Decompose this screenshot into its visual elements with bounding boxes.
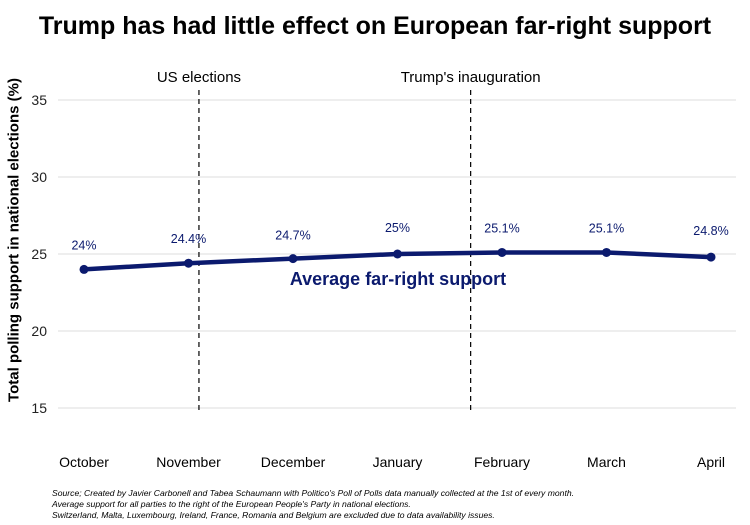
source-footnote: Source; Created by Javier Carbonell and … bbox=[52, 488, 574, 520]
chart-title: Trump has had little effect on European … bbox=[38, 12, 712, 40]
data-label: 25.1% bbox=[484, 221, 519, 235]
data-point bbox=[393, 249, 402, 259]
data-point bbox=[706, 252, 716, 262]
annotation-label-2: Trump's inauguration bbox=[401, 69, 541, 86]
data-label: 24.7% bbox=[275, 229, 310, 243]
y-tick-label: 20 bbox=[31, 323, 47, 339]
footnote-line-3: Switzerland, Malta, Luxembourg, Ireland,… bbox=[52, 509, 495, 520]
y-tick-label: 15 bbox=[31, 400, 47, 416]
data-point bbox=[79, 264, 89, 274]
x-tick-label: February bbox=[474, 454, 530, 470]
y-tick-label: 35 bbox=[31, 92, 47, 108]
data-point bbox=[497, 247, 507, 257]
series-label: Average far-right support bbox=[290, 269, 506, 289]
y-tick-label: 25 bbox=[31, 246, 47, 262]
data-point bbox=[602, 247, 611, 257]
x-tick-label: April bbox=[697, 454, 725, 470]
x-tick-label: January bbox=[373, 454, 423, 470]
x-tick-label: November bbox=[156, 454, 221, 470]
data-label: 24.8% bbox=[693, 224, 728, 238]
footnote-line-2: Average support for all parties to the r… bbox=[52, 498, 411, 509]
y-tick-label: 30 bbox=[31, 169, 47, 185]
data-point bbox=[288, 254, 298, 264]
x-tick-label: December bbox=[261, 454, 326, 470]
data-label: 25.1% bbox=[589, 221, 624, 235]
data-point bbox=[184, 258, 193, 268]
annotation-label-1: US elections bbox=[157, 69, 241, 86]
data-label: 25% bbox=[385, 221, 410, 235]
data-label: 24.4% bbox=[171, 232, 206, 246]
x-tick-label: March bbox=[587, 454, 626, 470]
x-tick-label: October bbox=[59, 454, 109, 470]
footnote-line-1: Source; Created by Javier Carbonell and … bbox=[52, 488, 575, 498]
data-label: 24% bbox=[71, 238, 96, 252]
